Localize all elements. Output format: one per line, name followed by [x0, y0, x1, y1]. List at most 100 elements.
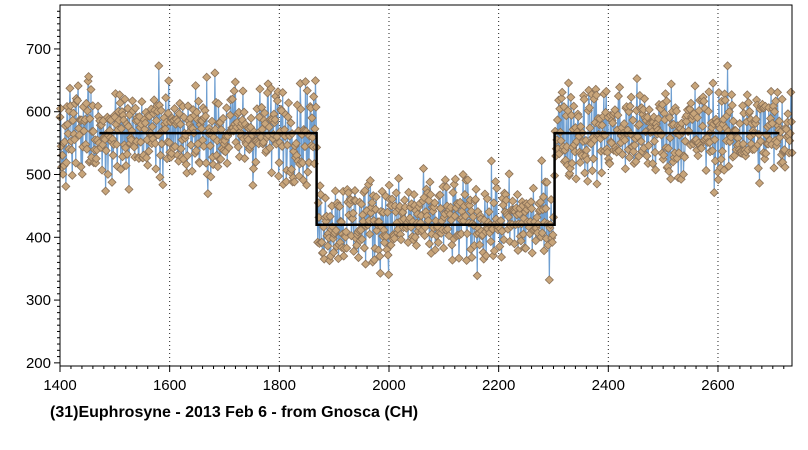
data-point — [666, 174, 676, 184]
data-point — [521, 243, 531, 253]
data-point — [597, 168, 607, 178]
y-tick-label: 600 — [26, 104, 51, 121]
data-point — [783, 109, 793, 119]
data-point — [409, 189, 419, 200]
data-point — [67, 170, 77, 180]
data-point — [61, 181, 71, 191]
x-tick-label: 1600 — [153, 377, 186, 394]
data-point — [124, 184, 134, 194]
data-point — [101, 186, 111, 196]
data-point — [537, 228, 547, 238]
data-point — [84, 72, 94, 82]
data-point — [538, 192, 549, 202]
data-point — [504, 169, 514, 179]
data-point — [342, 243, 352, 253]
data-point — [267, 168, 277, 178]
data-point — [482, 194, 492, 204]
data-point — [685, 104, 695, 114]
data-point — [686, 98, 696, 108]
data-point — [360, 186, 370, 196]
data-point — [701, 165, 711, 176]
data-point — [775, 132, 785, 142]
data-point — [161, 93, 171, 103]
data-point — [225, 110, 235, 120]
data-point — [144, 146, 154, 156]
data-point — [147, 122, 157, 132]
data-point — [527, 204, 537, 214]
data-point — [187, 166, 197, 176]
data-point — [588, 154, 599, 164]
data-point — [274, 158, 284, 168]
data-point — [154, 61, 164, 71]
data-point — [140, 118, 150, 128]
data-point — [475, 240, 485, 250]
data-point — [302, 180, 312, 190]
data-point — [662, 96, 672, 106]
data-point — [769, 163, 779, 173]
data-point — [644, 140, 654, 151]
data-point — [199, 141, 209, 151]
data-point — [260, 108, 270, 118]
data-point — [283, 112, 293, 122]
data-point — [786, 117, 796, 127]
data-point — [286, 164, 297, 174]
data-point — [460, 190, 470, 200]
data-point — [365, 175, 375, 186]
data-point — [592, 179, 602, 189]
data-point — [286, 118, 296, 128]
data-point — [411, 240, 421, 250]
data-point — [158, 180, 168, 190]
data-point — [302, 86, 312, 96]
data-point — [224, 143, 234, 153]
data-point — [163, 108, 173, 118]
data-point — [65, 83, 75, 93]
data-point — [357, 234, 367, 244]
data-point — [433, 237, 443, 248]
data-point — [85, 114, 95, 124]
data-point — [724, 161, 734, 171]
data-point — [382, 207, 393, 217]
data-point — [492, 183, 502, 193]
data-point — [665, 133, 675, 143]
data-point — [356, 225, 366, 235]
data-point — [278, 88, 288, 98]
data-point — [206, 172, 216, 182]
data-point — [63, 129, 73, 139]
data-point — [375, 268, 385, 278]
data-point — [642, 151, 652, 161]
data-point — [323, 241, 333, 251]
data-point — [489, 198, 499, 208]
data-point — [542, 177, 552, 187]
data-point — [175, 119, 185, 129]
data-point — [563, 78, 574, 88]
data-point — [307, 113, 317, 123]
data-point — [246, 113, 256, 123]
data-point — [282, 140, 292, 150]
data-point — [539, 246, 549, 256]
data-point — [320, 193, 330, 203]
data-point — [548, 230, 558, 240]
data-point — [164, 76, 174, 86]
data-point — [207, 116, 217, 126]
data-point — [205, 141, 215, 151]
data-point — [486, 156, 497, 166]
data-point — [666, 79, 676, 89]
data-point — [508, 196, 518, 206]
data-point — [704, 87, 714, 97]
data-point — [426, 190, 436, 200]
data-point — [335, 201, 345, 212]
data-point — [471, 184, 481, 194]
step-fit-line — [99, 131, 780, 226]
data-point — [761, 148, 771, 159]
data-point — [164, 138, 174, 148]
data-point — [742, 90, 752, 100]
data-point — [274, 171, 284, 181]
data-point — [350, 185, 360, 196]
data-point — [753, 163, 763, 173]
data-point — [710, 135, 720, 145]
data-point — [579, 94, 589, 104]
data-point — [484, 207, 494, 217]
data-point — [501, 195, 511, 205]
data-point — [587, 166, 597, 176]
